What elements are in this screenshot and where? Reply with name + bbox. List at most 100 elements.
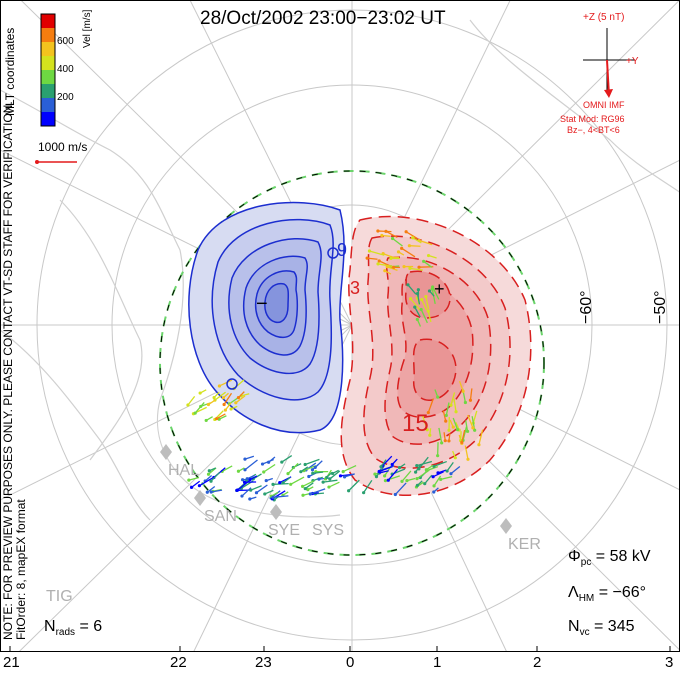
velocity-vector-origin (439, 477, 443, 481)
velocity-vector-origin (383, 478, 388, 483)
velocity-vector-origin (281, 481, 285, 485)
velocity-vector-origin (286, 472, 290, 476)
velocity-vector (210, 472, 220, 482)
velocity-vector (442, 410, 447, 422)
velocity-vector-origin (389, 256, 393, 260)
velocity-vector-origin (420, 298, 424, 302)
velocity-vector-origin (407, 244, 411, 248)
velocity-vector (387, 468, 399, 481)
map-title: 28/Oct/2002 23:00−23:02 UT (200, 8, 446, 29)
velocity-vector (450, 392, 456, 406)
mlt-tick-1: 1 (433, 654, 442, 671)
velocity-vector (281, 455, 293, 463)
velocity-vector (418, 456, 429, 470)
station-san: SAN (204, 508, 237, 525)
contour-label-9: 9 (337, 240, 348, 260)
velocity-vector-origin (390, 236, 395, 241)
colorbar-swatch (41, 84, 55, 99)
velocity-vector (344, 473, 355, 478)
velocity-vector (407, 284, 417, 295)
velocity-vector-origin (242, 480, 247, 484)
imf-z-label: +Z (5 nT) (583, 12, 625, 23)
velocity-vector (410, 298, 421, 311)
velocity-vector-origin (236, 469, 241, 473)
colorbar-tick-200: 200 (57, 92, 74, 103)
velocity-vector-origin (384, 229, 388, 233)
velocity-vector-origin (214, 417, 219, 421)
velocity-vector-origin (271, 482, 275, 487)
velocity-vector (453, 398, 457, 412)
velocity-vector-origin (311, 471, 315, 475)
contour-label-15: 15 (402, 410, 429, 437)
velocity-vector (438, 427, 443, 444)
mlt-tick-22: 22 (170, 654, 187, 671)
velocity-vector (421, 299, 428, 311)
colorbar-swatch (41, 98, 55, 113)
velocity-vector-origin (390, 462, 394, 467)
velocity-vector (214, 391, 226, 401)
velocity-vector-origin (342, 475, 347, 479)
velocity-vector (452, 417, 459, 430)
velocity-vector-origin (240, 494, 244, 498)
imf-y-label: +Y (626, 56, 639, 67)
velocity-vector-origin (426, 309, 430, 313)
cross-polar-potential: Φpc = 58 kV (568, 548, 651, 569)
velocity-vector-origin (404, 230, 408, 234)
potential-ring (226, 378, 238, 390)
velocity-vector-origin (205, 490, 209, 494)
velocity-vector-origin (209, 490, 213, 494)
velocity-vector-origin (248, 497, 252, 501)
mlt-tick-21: 21 (3, 654, 20, 671)
velocity-vector-origin (212, 395, 216, 400)
velocity-vector (219, 379, 233, 387)
potential-min-ring (327, 247, 339, 259)
velocity-vector (235, 395, 246, 404)
velocity-vector (381, 455, 393, 467)
hm-boundary-latitude: ΛHM = −66° (568, 584, 647, 605)
velocity-vector (423, 260, 433, 268)
velocity-vector-origin (377, 259, 381, 263)
velocity-vector-origin (443, 439, 447, 443)
velocity-vector-origin (301, 493, 305, 497)
coastline (0, 19, 680, 521)
mlt-axis-ticks (9, 646, 671, 652)
fit-order-label: FitOrder: 8, mapEX format (14, 499, 28, 640)
velocity-vector-origin (376, 262, 380, 266)
velocity-vector (427, 398, 435, 413)
latitude-label-60: −60° (578, 290, 595, 324)
velocity-vector-origin (373, 472, 377, 476)
velocity-vector (465, 420, 469, 432)
velocity-vector-origin (300, 484, 305, 489)
velocity-vector-origin (303, 462, 307, 467)
velocity-vector-origin (415, 483, 420, 487)
velocity-vector (412, 237, 422, 244)
velocity-vector-origin (405, 479, 409, 483)
velocity-vector (367, 257, 378, 260)
velocity-vector-origin (461, 389, 465, 393)
velocity-vector-origin (299, 470, 303, 474)
velocity-vector-origin (431, 285, 435, 289)
velocity-vector (392, 238, 403, 247)
velocity-vector-origin (222, 402, 226, 407)
colorbar-swatch (41, 56, 55, 71)
velocity-vector-origin (245, 477, 249, 481)
velocity-vector (420, 309, 428, 324)
velocity-vector-origin (197, 484, 202, 488)
velocity-vector (433, 475, 442, 487)
velocity-scale-label: 1000 m/s (38, 140, 88, 154)
velocity-vector-origin (328, 477, 332, 481)
velocity-vector-origin (431, 475, 435, 479)
velocity-vector-origin (280, 460, 284, 464)
velocity-vector-origin (427, 289, 432, 293)
velocity-vector (188, 476, 200, 481)
velocity-colorbar (41, 14, 55, 127)
velocity-vector (237, 479, 251, 491)
velocity-vector-origin (423, 482, 427, 486)
velocity-vector-origin (455, 428, 460, 432)
velocity-vector (199, 477, 213, 487)
potential-maximum-marker: + (434, 279, 445, 299)
velocity-vector-origin (386, 478, 390, 482)
velocity-vector-origin (436, 395, 440, 399)
colorbar-label: Vel [m/s] (82, 9, 93, 48)
